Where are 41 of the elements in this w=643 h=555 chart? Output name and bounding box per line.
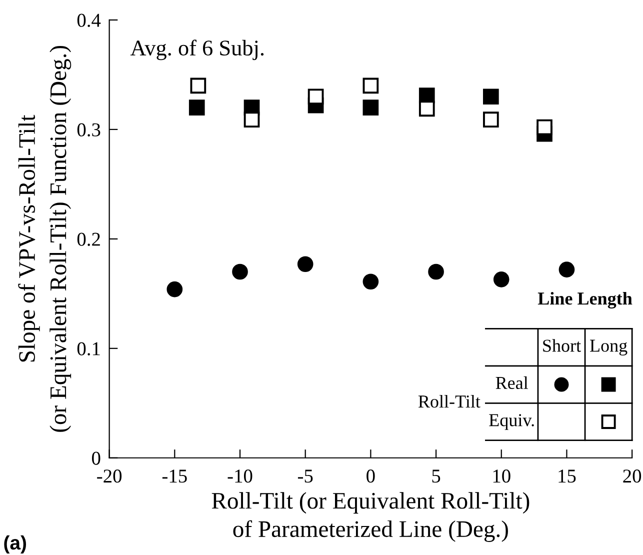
point [232, 264, 248, 280]
legend-title: Line Length [538, 292, 632, 308]
annotation: Short [543, 339, 581, 352]
y-tick-label: 0.1 [77, 342, 100, 356]
point [558, 262, 575, 278]
y-tick-label: 0 [92, 452, 100, 465]
annotation: Roll-Tilt [418, 394, 480, 408]
annotation: Long [590, 340, 628, 356]
x-axis-title: Roll-Tilt (or Equivalent Roll-Tilt) of Parameterized Line (Deg.) [212, 492, 530, 542]
annotation: Equiv. [489, 414, 534, 430]
x-tick-label: 20 [623, 470, 642, 483]
point [483, 112, 499, 128]
y-tick-label: 0.3 [77, 123, 100, 136]
x-tick-label: -20 [97, 470, 122, 483]
point [166, 281, 183, 298]
point [428, 264, 444, 280]
point [362, 274, 379, 290]
point [188, 100, 205, 116]
annotation: Avg. of 6 Subj. [130, 40, 264, 60]
x-tick-label: 0 [366, 470, 375, 483]
y-tick-label: 0.2 [77, 232, 100, 246]
point [536, 119, 552, 136]
y-axis-title: Slope of VPV-vs-Roll-Tilt (or Equivalent Roll-Tilt) Function (Deg.) [18, 46, 72, 432]
x-tick-label: 5 [432, 470, 440, 483]
point [308, 88, 324, 105]
point [493, 272, 510, 288]
point [483, 88, 499, 105]
point [244, 112, 260, 128]
x-tick-label: 10 [493, 470, 510, 483]
point [418, 100, 435, 117]
y-tick-label: 0.4 [77, 14, 101, 28]
point [362, 78, 379, 94]
point [362, 100, 379, 116]
point [190, 78, 206, 94]
point [297, 256, 314, 272]
x-tick-label: -10 [228, 470, 252, 483]
x-tick-label: -5 [298, 470, 313, 483]
annotation: Real [496, 376, 528, 390]
x-tick-label: 15 [558, 470, 576, 483]
text: (a) [4, 535, 26, 554]
x-tick-label: -15 [162, 470, 187, 483]
